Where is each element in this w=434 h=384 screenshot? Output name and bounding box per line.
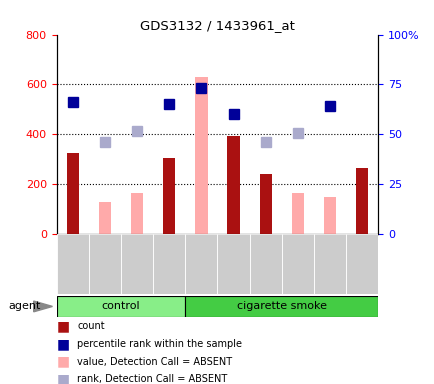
- Text: control: control: [102, 301, 140, 311]
- Bar: [185, 234, 217, 294]
- Bar: [185, 296, 378, 317]
- Text: value, Detection Call = ABSENT: value, Detection Call = ABSENT: [77, 357, 232, 367]
- Text: agent: agent: [9, 301, 41, 311]
- Bar: [131, 193, 143, 234]
- Text: ■: ■: [56, 319, 69, 333]
- Bar: [313, 234, 345, 294]
- Text: rank, Detection Call = ABSENT: rank, Detection Call = ABSENT: [77, 374, 227, 384]
- Title: GDS3132 / 1433961_at: GDS3132 / 1433961_at: [140, 19, 294, 32]
- Bar: [99, 202, 111, 234]
- Text: cigarette smoke: cigarette smoke: [237, 301, 326, 311]
- Text: ■: ■: [56, 355, 69, 369]
- Bar: [89, 234, 121, 294]
- Text: ■: ■: [56, 372, 69, 384]
- Bar: [227, 136, 239, 234]
- Text: count: count: [77, 321, 105, 331]
- Text: ■: ■: [56, 337, 69, 351]
- Bar: [291, 193, 303, 234]
- Bar: [259, 174, 271, 234]
- Bar: [355, 168, 368, 234]
- Bar: [195, 77, 207, 234]
- Bar: [56, 296, 185, 317]
- Bar: [56, 234, 89, 294]
- Bar: [281, 234, 313, 294]
- Text: percentile rank within the sample: percentile rank within the sample: [77, 339, 242, 349]
- Bar: [163, 158, 175, 234]
- Bar: [66, 153, 79, 234]
- Bar: [345, 234, 378, 294]
- Bar: [153, 234, 185, 294]
- Bar: [217, 234, 249, 294]
- Bar: [323, 197, 335, 234]
- Bar: [121, 234, 153, 294]
- Bar: [249, 234, 281, 294]
- Polygon shape: [33, 301, 53, 312]
